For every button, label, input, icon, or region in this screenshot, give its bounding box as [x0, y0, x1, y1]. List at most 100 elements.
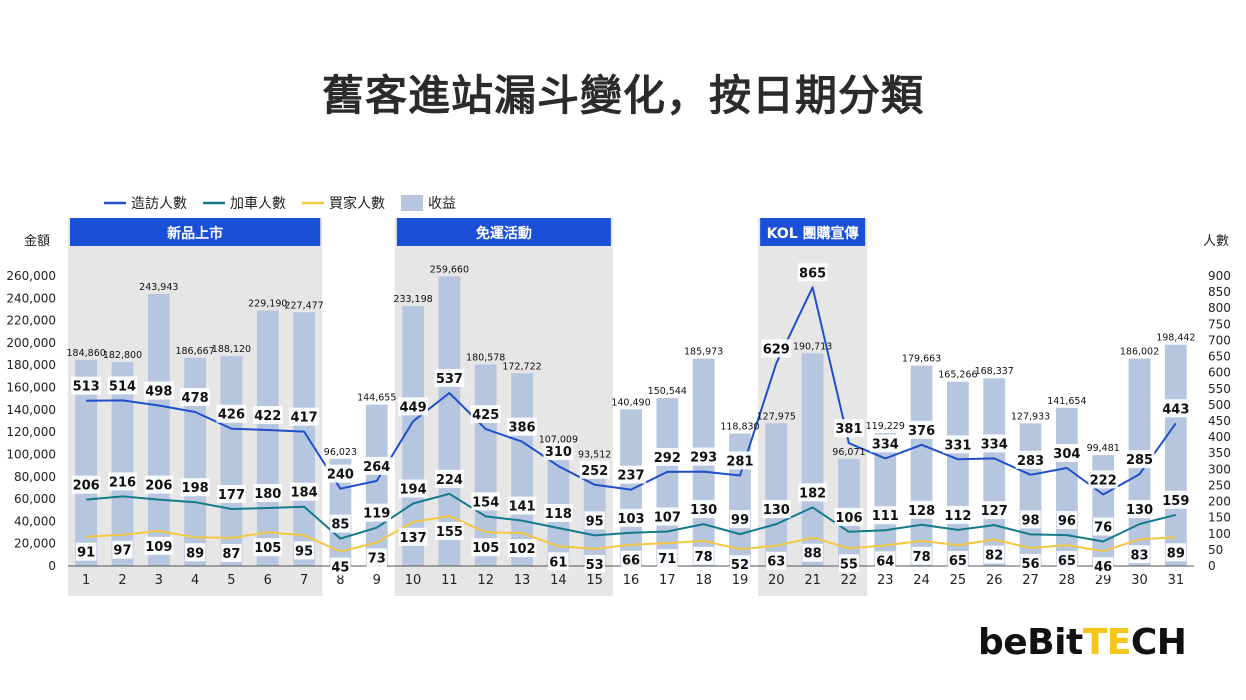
revenue-label: 144,655 [357, 393, 396, 404]
revenue-label: 186,002 [1120, 347, 1159, 358]
label-bg [797, 263, 828, 282]
label-bg [143, 381, 174, 400]
x-tick-label: 15 [586, 573, 603, 588]
label-bg [689, 500, 718, 519]
label-bg [688, 447, 719, 466]
data-label: 629 [763, 342, 790, 357]
label-bg [71, 475, 101, 494]
data-label: 105 [472, 541, 499, 556]
right-tick-label: 50 [1208, 543, 1223, 557]
x-tick-label: 26 [986, 573, 1003, 588]
left-tick-label: 200,000 [6, 336, 56, 350]
data-label: 118 [545, 507, 572, 522]
label-bg [330, 514, 351, 533]
label-bg [834, 507, 864, 526]
data-label: 194 [399, 482, 426, 497]
label-bg [943, 505, 973, 524]
revenue-bar [402, 305, 424, 566]
label-bg [71, 376, 102, 395]
data-label: 119 [363, 507, 390, 522]
label-bg [870, 506, 900, 525]
data-label: 386 [508, 421, 535, 436]
revenue-bar [147, 293, 170, 566]
series-line [86, 492, 1177, 543]
data-label: 376 [908, 424, 935, 439]
right-tick-label: 250 [1208, 478, 1231, 492]
right-tick-label: 750 [1208, 317, 1231, 331]
revenue-label: 127,933 [1011, 411, 1050, 422]
revenue-bar [947, 381, 969, 566]
label-bg [217, 484, 246, 503]
data-label: 216 [109, 475, 136, 490]
right-tick-label: 850 [1208, 285, 1231, 299]
data-label: 180 [254, 487, 281, 502]
x-tick-label: 31 [1168, 573, 1185, 588]
revenue-bar [1164, 344, 1187, 566]
x-tick-label: 14 [550, 573, 567, 588]
label-bg [507, 417, 537, 436]
data-label: 130 [1126, 503, 1153, 518]
label-bg [548, 552, 569, 571]
label-bg [652, 447, 683, 466]
label-bg [253, 484, 283, 502]
revenue-label: 119,229 [866, 421, 905, 432]
left-tick-label: 220,000 [6, 314, 56, 328]
label-bg [1129, 545, 1150, 564]
x-tick-label: 21 [804, 573, 821, 588]
x-tick-label: 20 [768, 573, 785, 588]
legend-label: 買家人數 [329, 195, 385, 212]
label-bg [838, 554, 860, 573]
data-label: 97 [113, 544, 131, 559]
x-tick-label: 2 [118, 573, 126, 588]
label-bg [398, 479, 428, 498]
data-label: 103 [617, 512, 644, 527]
data-label: 155 [436, 525, 463, 540]
logo-text-c: CH [1130, 622, 1187, 663]
revenue-label: 118,830 [720, 421, 759, 432]
revenue-label: 227,477 [284, 300, 323, 311]
left-tick-label: 60,000 [14, 492, 56, 506]
data-label: 310 [545, 445, 572, 460]
revenue-label: 186,667 [175, 346, 214, 357]
label-bg [435, 469, 464, 488]
x-tick-label: 1 [82, 573, 90, 588]
x-tick-label: 8 [336, 573, 344, 588]
label-bg [1056, 551, 1078, 570]
label-bg [802, 543, 823, 562]
right-tick-label: 600 [1208, 366, 1231, 380]
label-bg [470, 405, 501, 424]
label-bg [184, 543, 206, 562]
label-bg [507, 539, 537, 558]
right-tick-label: 450 [1208, 414, 1231, 428]
revenue-label: 259,660 [430, 264, 469, 275]
logo-text-a: beBit [978, 622, 1083, 663]
data-label: 443 [1162, 402, 1189, 417]
x-tick-label: 18 [695, 573, 712, 588]
data-label: 109 [145, 540, 172, 555]
revenue-label: 141,654 [1047, 396, 1086, 407]
data-label: 137 [399, 531, 426, 546]
label-bg [1056, 511, 1078, 530]
data-label: 98 [1022, 513, 1040, 528]
label-bg [112, 540, 133, 559]
right-tick-label: 700 [1208, 333, 1231, 347]
x-tick-label: 11 [441, 573, 458, 588]
revenue-label: 188,120 [212, 344, 251, 355]
data-label: 63 [767, 555, 785, 570]
data-label: 865 [799, 266, 826, 281]
data-label: 381 [835, 422, 862, 437]
label-bg [620, 550, 642, 569]
data-label: 64 [876, 554, 894, 569]
label-bg [584, 511, 605, 530]
data-label: 182 [799, 486, 826, 501]
label-bg [216, 404, 247, 423]
label-bg [398, 397, 428, 416]
data-label: 514 [109, 379, 136, 394]
label-bg [180, 478, 210, 497]
left-tick-label: 80,000 [14, 470, 56, 484]
data-label: 237 [617, 469, 644, 484]
data-label: 177 [218, 488, 245, 503]
x-tick-label: 5 [227, 573, 235, 588]
label-bg [761, 339, 792, 358]
data-label: 106 [835, 511, 862, 526]
